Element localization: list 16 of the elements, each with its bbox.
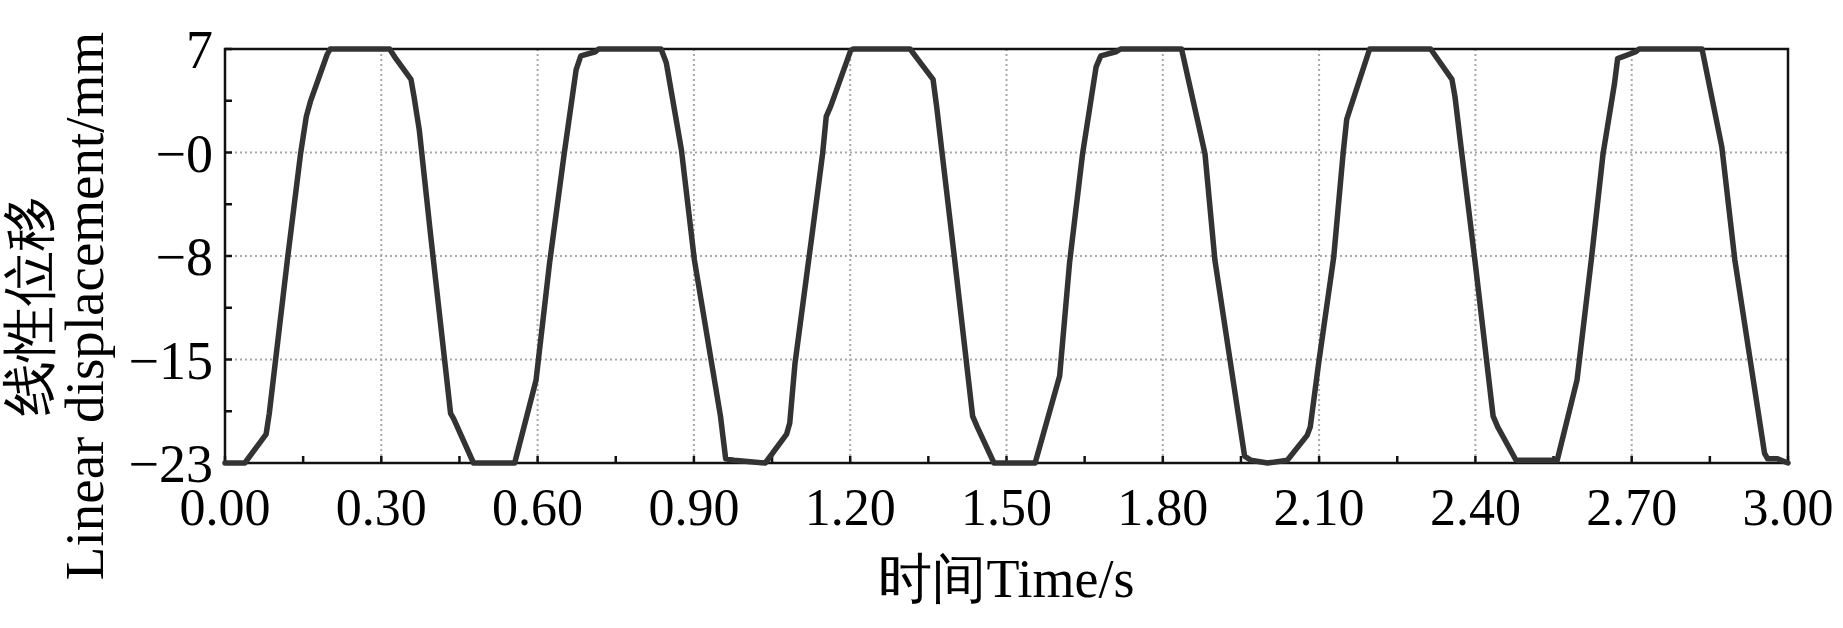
x-tick-label: 0.90 (648, 479, 740, 536)
x-tick-label: 2.10 (1273, 479, 1365, 536)
y-tick-label: 7 (186, 20, 213, 80)
x-tick-label: 1.50 (961, 479, 1052, 536)
x-tick-label: 3.00 (1742, 479, 1834, 536)
y-tick-label: −8 (155, 227, 213, 287)
y-axis-title: 线性位移 Linear displacement/mm (0, 31, 115, 581)
x-axis-title: 时间Time/s (878, 549, 1135, 609)
x-tick-label: 0.60 (492, 479, 584, 536)
y-tick-label: −15 (128, 330, 213, 391)
x-tick-label: 1.80 (1117, 479, 1209, 536)
x-tick-label: 2.70 (1586, 479, 1678, 536)
x-tick-label: 0.30 (335, 479, 427, 536)
y-tick-label: −0 (155, 123, 213, 184)
x-tick-label: 2.40 (1429, 479, 1521, 536)
x-tick-label: 1.20 (804, 479, 896, 536)
